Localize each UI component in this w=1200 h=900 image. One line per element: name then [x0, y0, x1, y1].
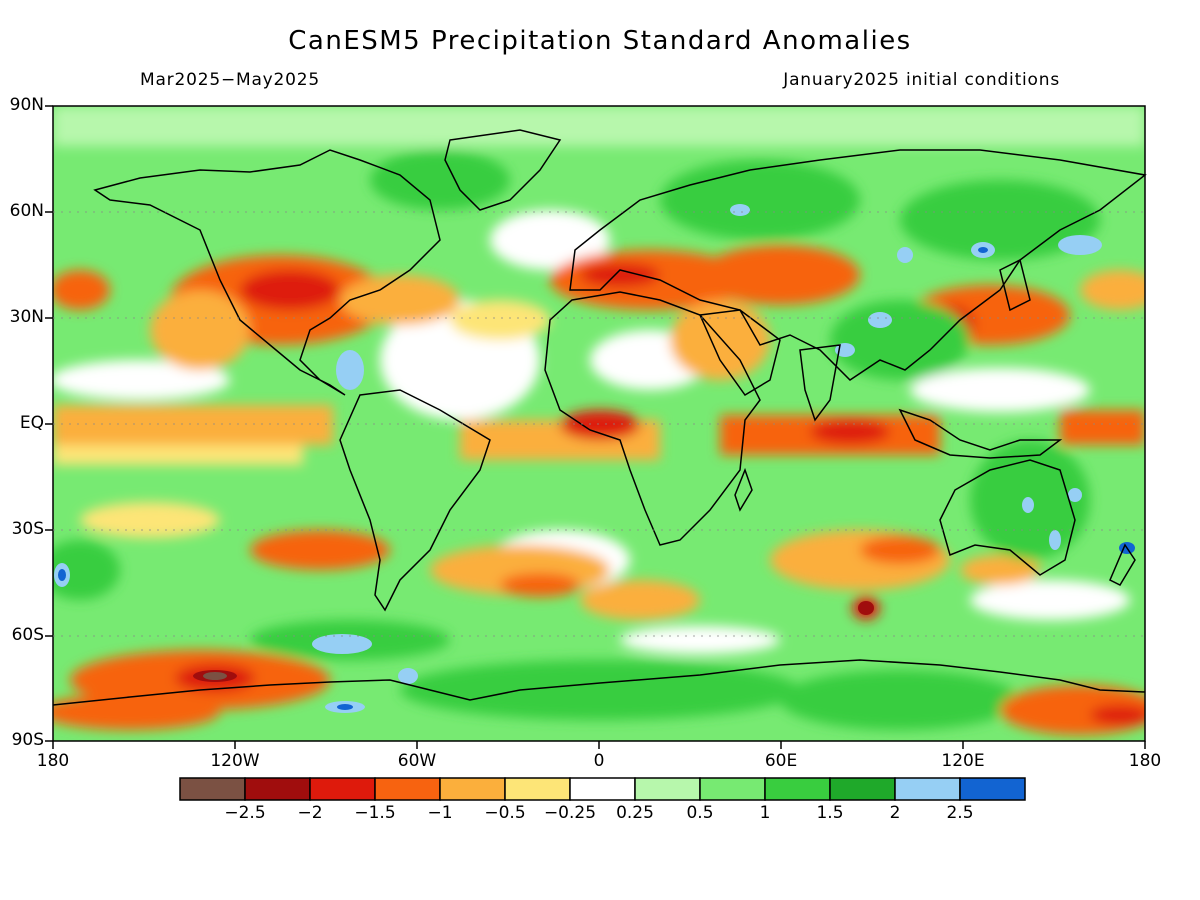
colorbar: −2.5 −2 −1.5 −1 −0.5 −0.25 0.25 0.5 1 1.5 2 2.5: [179, 777, 1026, 823]
colorbar-swatch: [179, 777, 246, 801]
lon-label-120w: 120W: [210, 751, 260, 771]
colorbar-label: 0.5: [686, 803, 713, 823]
colorbar-swatch: [504, 777, 571, 801]
gridlines: [53, 211, 1145, 637]
colorbar-label: 2.5: [946, 803, 973, 823]
lon-label-180w: 180: [36, 751, 70, 771]
colorbar-label: 1: [760, 803, 771, 823]
colorbar-label: 0.25: [616, 803, 654, 823]
colorbar-label: −0.25: [544, 803, 596, 823]
colorbar-swatch: [374, 777, 441, 801]
colorbar-swatch: [894, 777, 961, 801]
lat-label-60n: 60N: [9, 201, 44, 221]
initial-conditions-label: January2025 initial conditions: [783, 70, 1060, 90]
lat-label-eq: EQ: [19, 413, 44, 433]
lat-label-30s: 30S: [11, 519, 44, 539]
lon-label-0: 0: [593, 751, 605, 771]
colorbar-label: −2: [297, 803, 322, 823]
colorbar-swatch: [959, 777, 1026, 801]
coastlines: [52, 129, 1147, 706]
axis-ticks: [45, 105, 1146, 749]
colorbar-label: −0.5: [484, 803, 525, 823]
lat-label-60s: 60S: [11, 625, 44, 645]
colorbar-swatch: [699, 777, 766, 801]
colorbar-swatch: [439, 777, 506, 801]
lon-label-60e: 60E: [764, 751, 798, 771]
colorbar-swatch: [764, 777, 831, 801]
map-title: CanESM5 Precipitation Standard Anomalies: [288, 26, 912, 56]
lon-label-180e: 180: [1128, 751, 1162, 771]
lat-label-30n: 30N: [9, 307, 44, 327]
lon-label-60w: 60W: [397, 751, 437, 771]
lat-label-90n: 90N: [9, 95, 44, 115]
colorbar-swatch: [634, 777, 701, 801]
colorbar-label: 2: [890, 803, 901, 823]
colorbar-label: 1.5: [816, 803, 843, 823]
colorbar-swatch: [829, 777, 896, 801]
lon-label-120e: 120E: [941, 751, 985, 771]
anomaly-field: [53, 106, 1145, 741]
colorbar-label: −2.5: [224, 803, 265, 823]
colorbar-label: −1: [427, 803, 452, 823]
colorbar-swatch: [569, 777, 636, 801]
lat-label-90s: 90S: [11, 730, 44, 750]
colorbar-swatch: [309, 777, 376, 801]
season-label: Mar2025−May2025: [140, 70, 320, 90]
colorbar-swatch: [244, 777, 311, 801]
colorbar-label: −1.5: [354, 803, 395, 823]
